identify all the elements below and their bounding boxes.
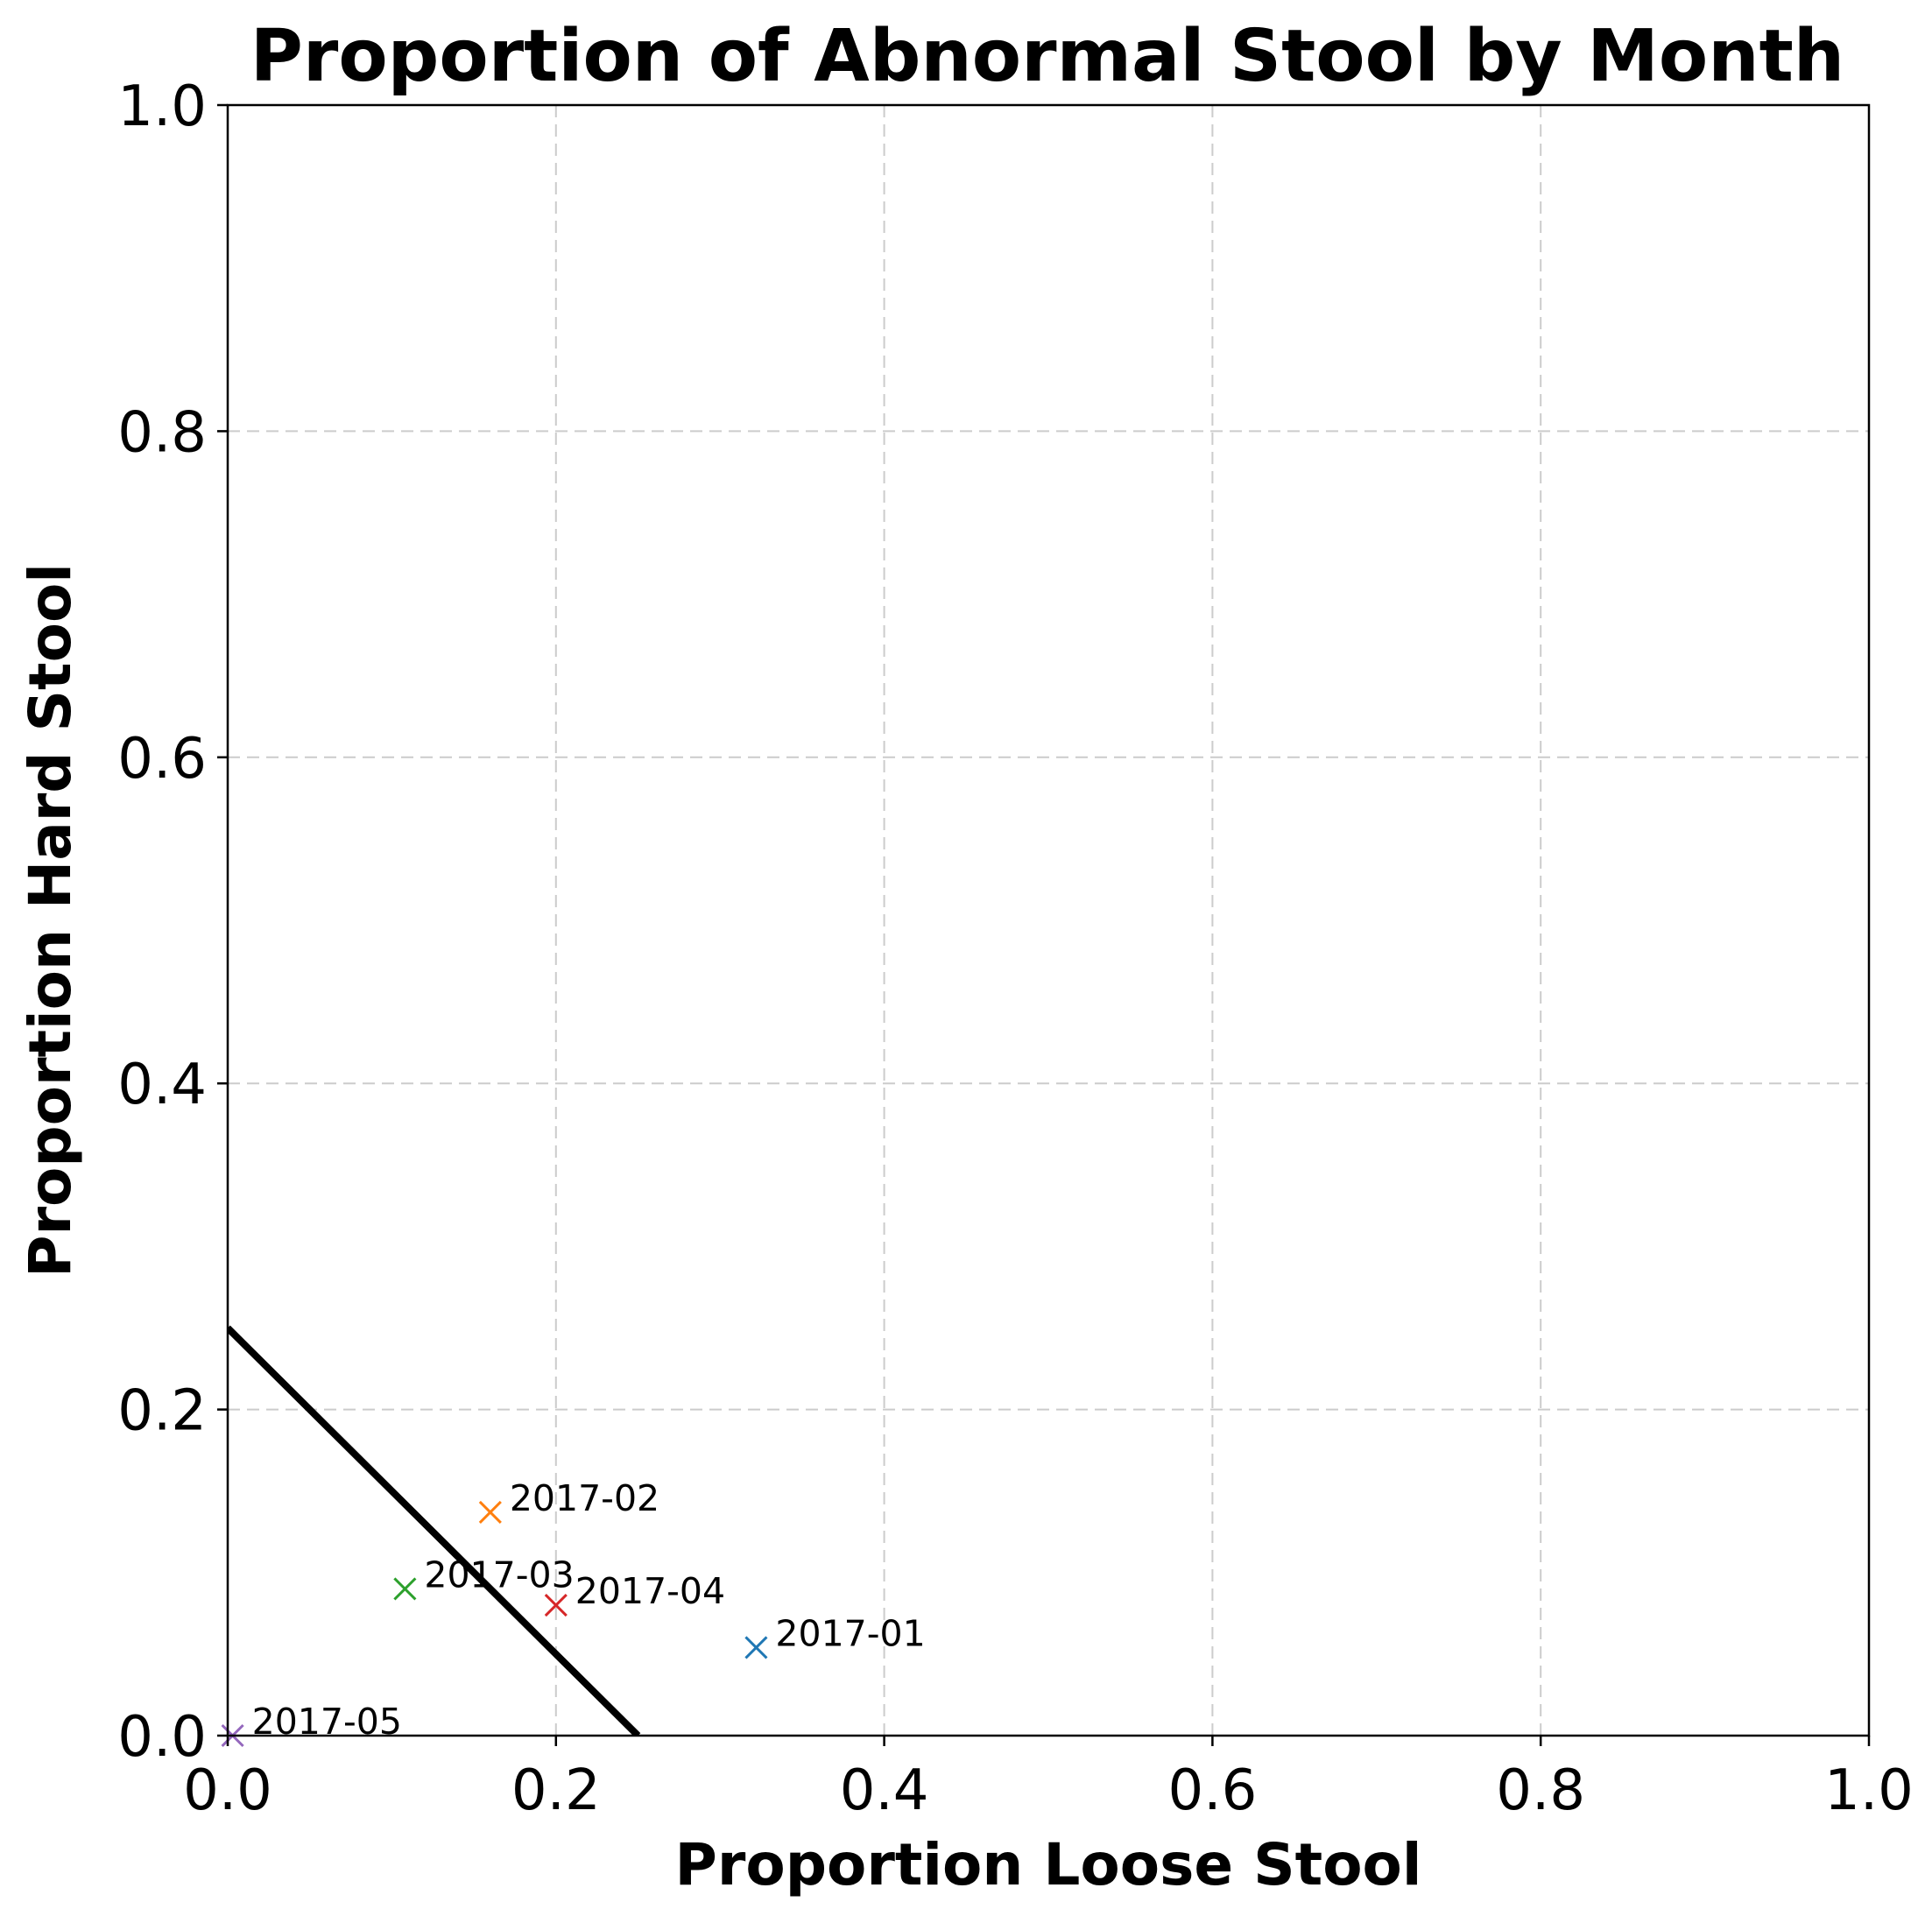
- data-point-2017-04: [544, 1593, 568, 1617]
- x-tick-label: 1.0: [1824, 1758, 1914, 1823]
- y-tick-label: 0.0: [117, 1705, 207, 1770]
- reference-line-group: [228, 1325, 641, 1736]
- x-marker-stroke: [744, 1636, 768, 1659]
- data-point-2017-01: [744, 1636, 768, 1659]
- x-tick-label: 0.0: [183, 1758, 272, 1823]
- data-point-2017-02: [478, 1500, 502, 1524]
- y-tick-label: 0.6: [117, 727, 207, 792]
- data-points: [221, 1500, 768, 1748]
- x-marker-stroke: [478, 1500, 502, 1524]
- x-tick-label: 0.4: [840, 1758, 929, 1823]
- data-point-2017-03: [393, 1577, 417, 1601]
- y-tick-label: 0.4: [117, 1053, 207, 1117]
- point-label-2017-03: 2017-03: [424, 1553, 574, 1596]
- grid-lines: [228, 105, 1869, 1736]
- point-label-2017-01: 2017-01: [775, 1612, 925, 1654]
- point-label-2017-02: 2017-02: [510, 1477, 659, 1519]
- x-tick-label: 0.6: [1168, 1758, 1258, 1823]
- x-axis-label: Proportion Loose Stool: [674, 1831, 1421, 1898]
- y-tick-label: 0.2: [117, 1379, 207, 1444]
- x-tick-label: 0.8: [1496, 1758, 1585, 1823]
- y-tick-label: 0.8: [117, 400, 207, 465]
- plot-frame: [226, 103, 1871, 1737]
- point-label-2017-04: 2017-04: [575, 1570, 725, 1612]
- x-marker-stroke: [393, 1577, 417, 1601]
- y-tick-label: 1.0: [117, 74, 207, 139]
- x-tick-label: 0.2: [511, 1758, 601, 1823]
- chart-title: Proportion of Abnormal Stool by Month: [250, 15, 1844, 98]
- y-axis-label: Proportion Hard Stool: [17, 563, 84, 1278]
- axis-ticks: 0.0 0.2 0.4 0.6 0.8 1.0 0.0 0.2 0.4 0.6 0.8 1.0: [117, 74, 1914, 1823]
- reference-line: [228, 1325, 641, 1736]
- x-marker-stroke: [544, 1593, 568, 1617]
